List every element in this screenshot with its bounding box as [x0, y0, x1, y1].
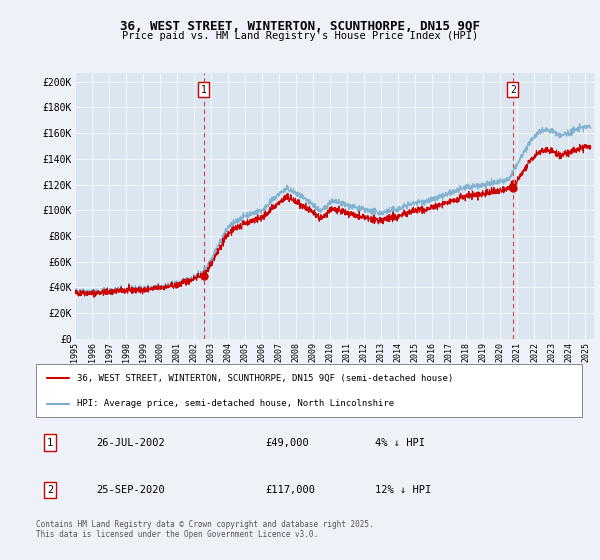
Text: 36, WEST STREET, WINTERTON, SCUNTHORPE, DN15 9QF (semi-detached house): 36, WEST STREET, WINTERTON, SCUNTHORPE, … [77, 374, 453, 383]
Text: £49,000: £49,000 [265, 437, 309, 447]
Text: 4% ↓ HPI: 4% ↓ HPI [374, 437, 425, 447]
Text: 25-SEP-2020: 25-SEP-2020 [96, 485, 165, 495]
Text: 26-JUL-2002: 26-JUL-2002 [96, 437, 165, 447]
Text: 2: 2 [510, 85, 516, 95]
Text: HPI: Average price, semi-detached house, North Lincolnshire: HPI: Average price, semi-detached house,… [77, 399, 394, 408]
Text: Contains HM Land Registry data © Crown copyright and database right 2025.
This d: Contains HM Land Registry data © Crown c… [36, 520, 374, 539]
Text: £117,000: £117,000 [265, 485, 316, 495]
Text: Price paid vs. HM Land Registry's House Price Index (HPI): Price paid vs. HM Land Registry's House … [122, 31, 478, 41]
Text: 1: 1 [47, 437, 53, 447]
Text: 12% ↓ HPI: 12% ↓ HPI [374, 485, 431, 495]
Text: 36, WEST STREET, WINTERTON, SCUNTHORPE, DN15 9QF: 36, WEST STREET, WINTERTON, SCUNTHORPE, … [120, 20, 480, 32]
Text: 2: 2 [47, 485, 53, 495]
Text: 1: 1 [201, 85, 207, 95]
